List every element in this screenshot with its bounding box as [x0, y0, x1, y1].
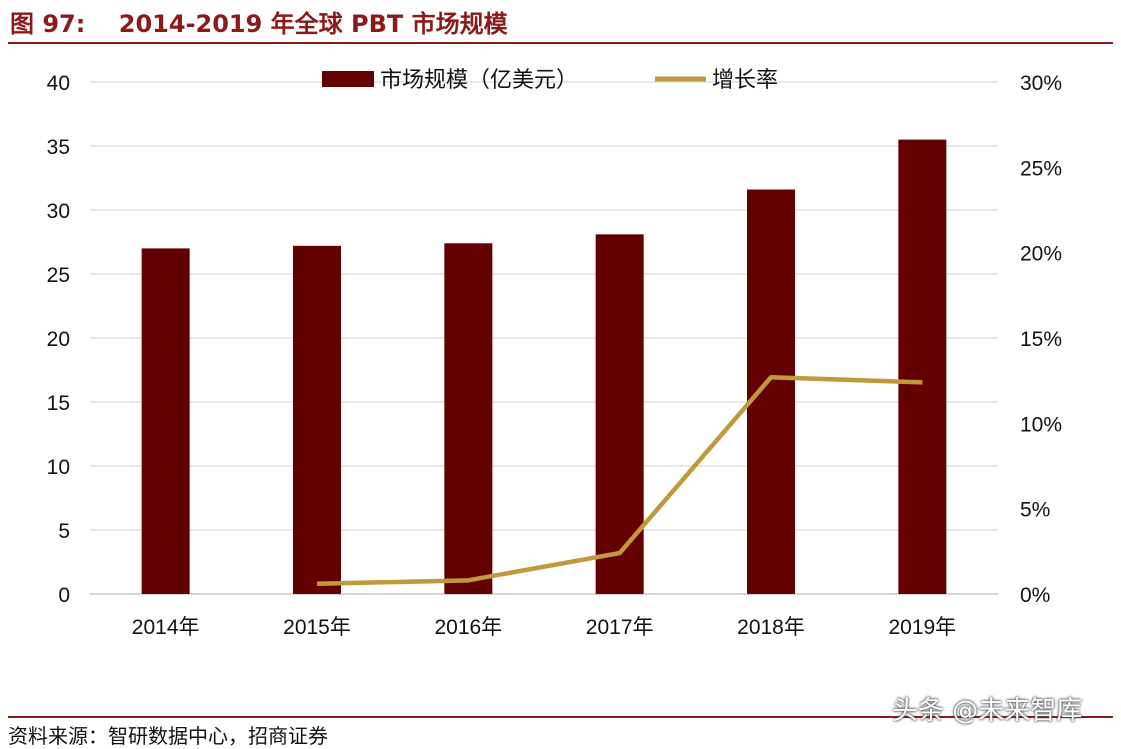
- grid-lines: [90, 81, 998, 595]
- y-left-tick-label: 5: [58, 520, 70, 543]
- y-right-tick-label: 20%: [1020, 243, 1062, 266]
- source-note: 资料来源：智研数据中心，招商证券: [8, 724, 328, 748]
- x-axis: 2014年 2015年 2016年 2017年 2018年 2019年: [132, 616, 956, 639]
- bars: [141, 139, 947, 594]
- figure-title: 图 97: 2014-2019 年全球 PBT 市场规模: [10, 10, 508, 38]
- y-right-tick-label: 30%: [1020, 72, 1062, 95]
- growth-line: [316, 375, 923, 587]
- y-left-tick-label: 30: [47, 200, 70, 223]
- bar-2016年: [444, 243, 493, 594]
- y-left-tick-label: 15: [47, 392, 70, 415]
- x-tick-label: 2019年: [888, 616, 956, 639]
- bar-2014年: [141, 248, 190, 594]
- legend: 市场规模（亿美元） 增长率: [322, 68, 778, 93]
- y-right-tick-label: 15%: [1020, 328, 1062, 351]
- x-tick-label: 2018年: [737, 616, 805, 639]
- x-tick-label: 2016年: [434, 616, 502, 639]
- y-right-tick-label: 0%: [1020, 584, 1050, 607]
- x-tick-label: 2017年: [586, 616, 654, 639]
- y-left-tick-label: 0: [58, 584, 70, 607]
- y-right-tick-label: 25%: [1020, 157, 1062, 180]
- y-right-tick-label: 5%: [1020, 499, 1050, 522]
- legend-bar-swatch: [322, 71, 374, 87]
- figure-header: 图 97: 2014-2019 年全球 PBT 市场规模: [8, 2, 1113, 44]
- y-axis-right: 0% 5% 10% 15% 20% 25% 30%: [1020, 72, 1062, 607]
- legend-line-label: 增长率: [712, 68, 778, 93]
- bar-2015年: [293, 245, 341, 594]
- watermark: 头条 @未来智库: [892, 696, 1083, 726]
- y-axis-left: 0 5 10 15 20 25 30 35 40: [47, 72, 70, 607]
- y-left-tick-label: 10: [47, 456, 70, 479]
- y-left-tick-label: 25: [47, 264, 70, 287]
- bar-2019年: [898, 139, 947, 594]
- y-left-tick-label: 40: [47, 72, 70, 95]
- growth-line-path: [316, 375, 923, 587]
- bar-2017年: [595, 234, 644, 594]
- legend-bar-label: 市场规模（亿美元）: [380, 68, 578, 93]
- x-tick-label: 2014年: [132, 616, 200, 639]
- y-right-tick-label: 10%: [1020, 413, 1062, 436]
- footer-divider: [8, 716, 1113, 718]
- y-left-tick-label: 35: [47, 136, 70, 159]
- bar-2018年: [747, 189, 795, 594]
- y-left-tick-label: 20: [47, 328, 70, 351]
- x-tick-label: 2015年: [283, 616, 351, 639]
